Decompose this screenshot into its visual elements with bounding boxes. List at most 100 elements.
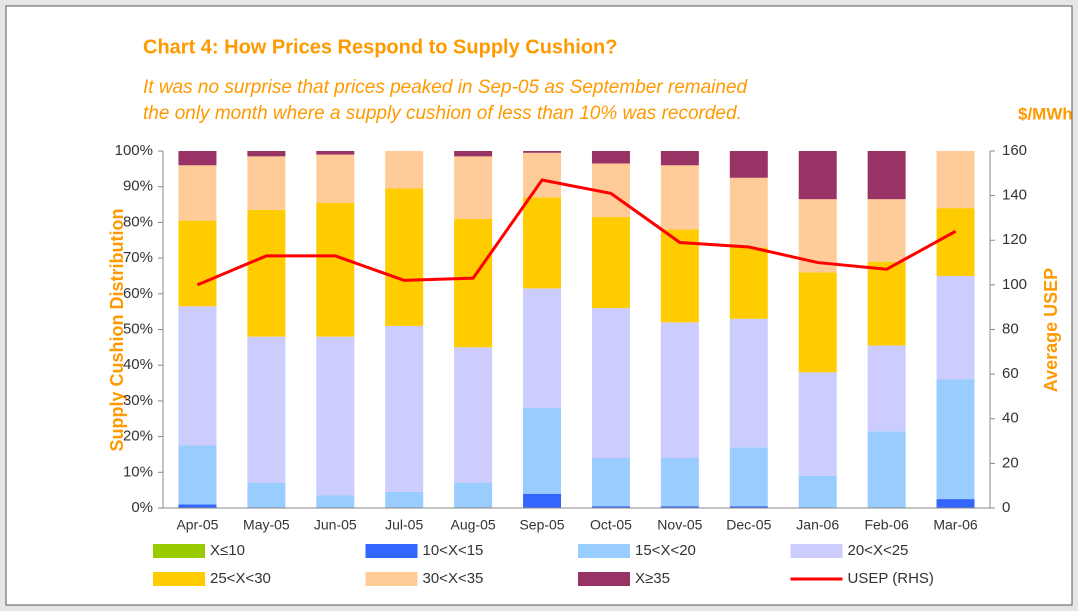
x-tick-label: Aug-05 bbox=[451, 517, 496, 533]
bar-segment bbox=[798, 475, 837, 508]
bar-segment bbox=[867, 261, 906, 346]
bar-segment bbox=[316, 154, 355, 203]
bar-segment bbox=[454, 218, 493, 348]
bar-segment bbox=[729, 177, 768, 248]
bar-segment bbox=[867, 151, 906, 200]
y2-tick-label: 100 bbox=[1002, 276, 1027, 293]
bar-segment bbox=[660, 506, 699, 508]
y2-tick-label: 160 bbox=[1002, 142, 1027, 159]
bar-segment bbox=[523, 408, 562, 494]
y-tick-label: 30% bbox=[123, 392, 153, 409]
usep-line bbox=[196, 178, 957, 287]
bar-segment bbox=[454, 151, 493, 157]
legend-label: 25<X<30 bbox=[210, 570, 271, 587]
legend-swatch bbox=[365, 572, 418, 586]
bar-segment bbox=[316, 495, 355, 508]
legend-swatch bbox=[790, 544, 843, 558]
y-tick-label: 80% bbox=[123, 213, 153, 230]
legend-swatch bbox=[578, 572, 630, 586]
legend-label: X≤10 bbox=[210, 542, 245, 559]
legend-label: 10<X<15 bbox=[423, 542, 484, 559]
x-tick-label: May-05 bbox=[243, 517, 290, 533]
bar-segment bbox=[178, 165, 217, 221]
bar-segment bbox=[729, 318, 768, 448]
x-tick-label: Nov-05 bbox=[657, 517, 702, 533]
bar-segment bbox=[247, 336, 286, 484]
bar-segment bbox=[936, 151, 975, 209]
bar-segment bbox=[936, 275, 975, 380]
y-tick-label: 100% bbox=[115, 142, 153, 159]
y-tick-label: 50% bbox=[123, 320, 153, 337]
y2-tick-label: 0 bbox=[1002, 499, 1010, 516]
legend-swatch bbox=[578, 544, 630, 558]
y2-tick-label: 140 bbox=[1002, 187, 1027, 204]
bar-segment bbox=[936, 208, 975, 276]
bar-segment bbox=[178, 151, 217, 166]
bar-segment bbox=[936, 499, 975, 508]
bar-segment bbox=[316, 336, 355, 496]
bar-segment bbox=[867, 431, 906, 508]
bar-segment bbox=[729, 247, 768, 319]
bar-segment bbox=[591, 506, 630, 508]
bar-segment bbox=[660, 165, 699, 230]
y-tick-label: 20% bbox=[123, 428, 153, 445]
y-tick-label: 90% bbox=[123, 178, 153, 195]
bar-segment bbox=[316, 151, 355, 155]
bar-segment bbox=[247, 156, 286, 210]
x-tick-label: Jan-06 bbox=[796, 517, 839, 533]
legend-label: 20<X<25 bbox=[848, 542, 909, 559]
x-tick-label: Mar-06 bbox=[933, 517, 978, 533]
legend-label: X≥35 bbox=[635, 570, 670, 587]
y-tick-label: 60% bbox=[123, 285, 153, 302]
subtitle: the only month where a supply cushion of… bbox=[143, 103, 742, 124]
bar-segment bbox=[798, 372, 837, 476]
bar-segment bbox=[867, 345, 906, 432]
y-tick-label: 0% bbox=[131, 499, 153, 516]
x-tick-label: Apr-05 bbox=[176, 517, 218, 533]
bar-segment bbox=[660, 229, 699, 323]
bar-segment bbox=[523, 152, 562, 198]
bar-segment bbox=[660, 322, 699, 459]
bar-segment bbox=[523, 151, 562, 153]
bar-segment bbox=[247, 209, 286, 337]
bar-segment bbox=[867, 199, 906, 262]
bar-segment bbox=[316, 202, 355, 337]
x-tick-label: Jul-05 bbox=[385, 517, 423, 533]
bar-segment bbox=[178, 504, 217, 508]
bar-segment bbox=[729, 447, 768, 507]
x-tick-label: Dec-05 bbox=[726, 517, 771, 533]
bar-segment bbox=[591, 308, 630, 459]
bar-segment bbox=[660, 151, 699, 166]
y2-tick-label: 20 bbox=[1002, 454, 1019, 471]
x-tick-label: Feb-06 bbox=[864, 517, 909, 533]
bar-segment bbox=[591, 458, 630, 507]
y-tick-label: 40% bbox=[123, 356, 153, 373]
legend-swatch bbox=[153, 544, 205, 558]
legend-label: 30<X<35 bbox=[423, 570, 484, 587]
bar-segment bbox=[591, 217, 630, 309]
bar-segment bbox=[385, 151, 424, 189]
y-tick-label: 70% bbox=[123, 249, 153, 266]
legend-swatch bbox=[153, 572, 205, 586]
bar-segment bbox=[523, 288, 562, 409]
bar-segment bbox=[454, 483, 493, 508]
bar-segment bbox=[385, 491, 424, 508]
bar-segment bbox=[591, 151, 630, 164]
bar-segment bbox=[798, 151, 837, 200]
bar-segment bbox=[178, 220, 217, 307]
legend-label: USEP (RHS) bbox=[848, 570, 934, 587]
bar-segment bbox=[385, 188, 424, 326]
bar-segment bbox=[247, 151, 286, 157]
bar-segment bbox=[523, 493, 562, 508]
legend-label: 15<X<20 bbox=[635, 542, 696, 559]
y2-tick-label: 120 bbox=[1002, 231, 1027, 248]
y2-unit: $/MWh bbox=[1018, 104, 1073, 123]
bar-segment bbox=[385, 325, 424, 492]
y-axis-title: Supply Cushion Distribution bbox=[107, 209, 127, 452]
bar-segment bbox=[729, 506, 768, 508]
y2-tick-label: 80 bbox=[1002, 320, 1019, 337]
bar-segment bbox=[454, 347, 493, 484]
bar-segment bbox=[660, 458, 699, 507]
